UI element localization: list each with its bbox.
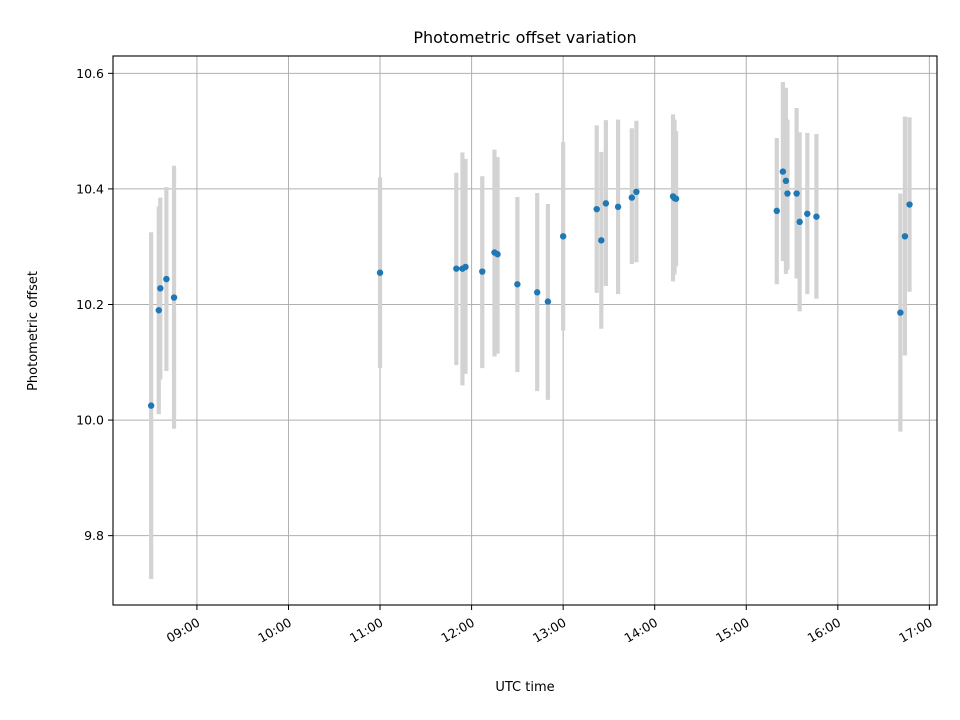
y-tick-label: 10.6 — [76, 66, 104, 81]
data-point — [170, 294, 178, 301]
data-point — [602, 200, 610, 207]
data-point — [462, 263, 469, 271]
y-axis-label: Photometric offset — [26, 271, 41, 391]
data-point — [453, 265, 460, 272]
data-point — [544, 298, 552, 305]
data-point — [779, 168, 787, 175]
data-point — [633, 188, 640, 196]
data-point — [163, 275, 170, 283]
data-point — [494, 251, 501, 258]
x-axis-label: UTC time — [495, 680, 554, 695]
data-point — [514, 281, 521, 288]
data-point — [793, 190, 800, 197]
data-point — [147, 402, 155, 409]
data-point — [813, 213, 820, 220]
data-point — [598, 237, 605, 244]
data-point — [155, 307, 162, 314]
data-point — [672, 195, 680, 202]
data-points — [147, 168, 913, 409]
data-point — [784, 190, 791, 197]
y-tick-label: 10.4 — [76, 181, 104, 196]
data-point — [376, 269, 384, 276]
plot-frame — [112, 55, 938, 606]
data-point — [593, 205, 600, 213]
y-axis-ticks: 9.8 10.0 10.2 10.4 10.6 — [76, 66, 113, 543]
data-point — [796, 218, 803, 226]
data-point — [901, 233, 909, 240]
data-point — [782, 177, 790, 185]
data-point — [157, 285, 164, 292]
data-point — [479, 268, 486, 275]
data-point — [559, 233, 567, 240]
data-point — [804, 210, 811, 217]
data-point — [628, 194, 636, 201]
y-tick-label: 10.0 — [76, 413, 104, 428]
chart-title: Photometric offset variation — [413, 28, 636, 47]
data-point — [906, 201, 913, 208]
y-tick-label: 10.2 — [76, 297, 104, 312]
data-point — [897, 309, 904, 316]
data-point — [773, 207, 780, 215]
data-point — [614, 203, 622, 211]
data-point — [534, 289, 541, 296]
y-tick-label: 9.8 — [84, 528, 104, 543]
